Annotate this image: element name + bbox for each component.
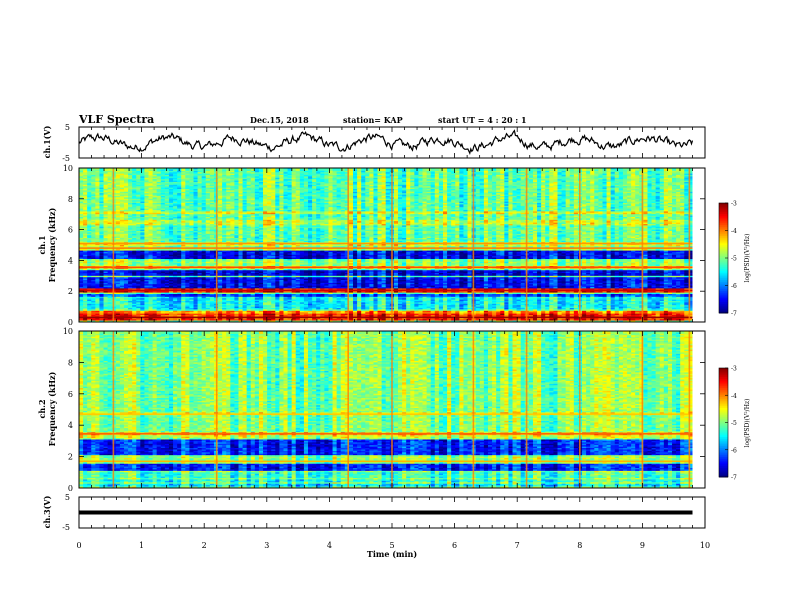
figure-title: VLF Spectra [78, 113, 154, 126]
start-time-label: start UT = 4 : 20 : 1 [438, 115, 527, 125]
station-label: station= KAP [343, 115, 403, 125]
ch1-voltage-panel: 5 -5 ch.1(V) [42, 123, 705, 163]
ch1-voltage-ylabel: ch.1(V) [42, 125, 52, 158]
date-label: Dec.15, 2018 [250, 115, 309, 125]
ch1-ytick-bottom: -5 [62, 154, 70, 163]
vlf-spectra-figure: VLF Spectra Dec.15, 2018 station= KAP st… [0, 0, 792, 612]
ch1-voltage-trace [79, 131, 693, 154]
ch1-ytick-top: 5 [65, 123, 70, 132]
